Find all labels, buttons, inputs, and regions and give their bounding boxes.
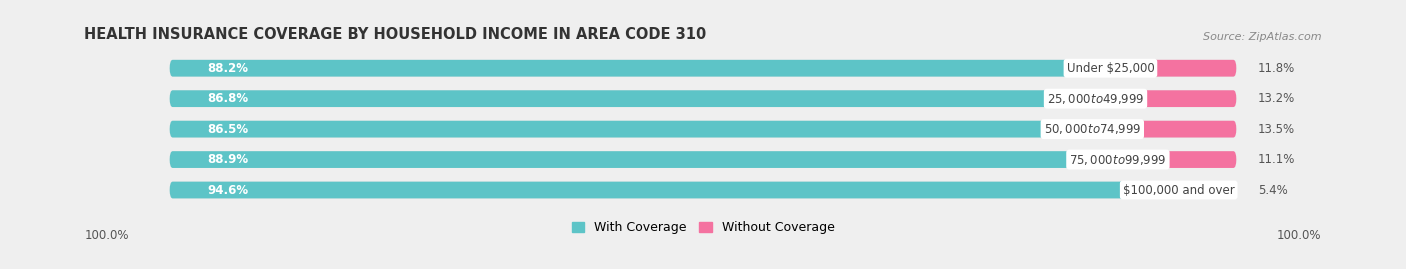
FancyBboxPatch shape: [170, 182, 1236, 199]
Text: 11.1%: 11.1%: [1257, 153, 1295, 166]
Text: 100.0%: 100.0%: [84, 229, 129, 242]
Text: Under $25,000: Under $25,000: [1067, 62, 1154, 75]
Text: 100.0%: 100.0%: [1277, 229, 1322, 242]
FancyBboxPatch shape: [1095, 90, 1236, 107]
Text: HEALTH INSURANCE COVERAGE BY HOUSEHOLD INCOME IN AREA CODE 310: HEALTH INSURANCE COVERAGE BY HOUSEHOLD I…: [84, 27, 707, 42]
Text: 88.9%: 88.9%: [207, 153, 247, 166]
Text: 11.8%: 11.8%: [1257, 62, 1295, 75]
Legend: With Coverage, Without Coverage: With Coverage, Without Coverage: [567, 216, 839, 239]
Text: 86.8%: 86.8%: [207, 92, 247, 105]
FancyBboxPatch shape: [170, 121, 1236, 137]
FancyBboxPatch shape: [170, 90, 1236, 107]
FancyBboxPatch shape: [170, 121, 1092, 137]
FancyBboxPatch shape: [1111, 60, 1236, 77]
Text: $100,000 and over: $100,000 and over: [1123, 183, 1234, 197]
Text: 13.2%: 13.2%: [1257, 92, 1295, 105]
FancyBboxPatch shape: [170, 90, 1095, 107]
Text: 86.5%: 86.5%: [207, 123, 247, 136]
FancyBboxPatch shape: [170, 182, 1178, 199]
FancyBboxPatch shape: [170, 151, 1118, 168]
Text: 5.4%: 5.4%: [1257, 183, 1288, 197]
FancyBboxPatch shape: [1118, 151, 1236, 168]
Text: 94.6%: 94.6%: [207, 183, 247, 197]
FancyBboxPatch shape: [170, 60, 1111, 77]
Text: $50,000 to $74,999: $50,000 to $74,999: [1043, 122, 1142, 136]
Text: 13.5%: 13.5%: [1257, 123, 1295, 136]
FancyBboxPatch shape: [170, 151, 1236, 168]
FancyBboxPatch shape: [170, 60, 1236, 77]
FancyBboxPatch shape: [1092, 121, 1236, 137]
FancyBboxPatch shape: [1178, 182, 1236, 199]
Text: $75,000 to $99,999: $75,000 to $99,999: [1069, 153, 1167, 167]
Text: Source: ZipAtlas.com: Source: ZipAtlas.com: [1204, 32, 1322, 42]
Text: 88.2%: 88.2%: [207, 62, 247, 75]
Text: $25,000 to $49,999: $25,000 to $49,999: [1047, 92, 1144, 106]
